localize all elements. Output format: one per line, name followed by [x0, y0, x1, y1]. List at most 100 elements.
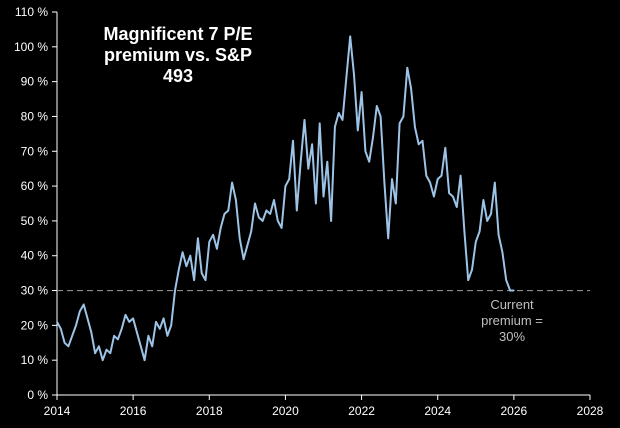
data-point — [101, 359, 104, 361]
data-point — [204, 279, 207, 281]
data-point — [98, 345, 100, 348]
data-point — [345, 77, 348, 79]
data-point — [318, 122, 321, 125]
data-point — [440, 174, 443, 177]
data-point — [170, 324, 173, 327]
y-tick-label: 0 % — [27, 388, 48, 402]
data-point — [250, 230, 252, 233]
data-point — [448, 192, 450, 194]
data-point — [326, 160, 329, 163]
data-point — [402, 115, 405, 118]
y-tick-label: 100 % — [14, 40, 48, 54]
data-point — [136, 331, 138, 334]
y-tick-label: 40 % — [21, 249, 49, 263]
data-point — [322, 195, 325, 198]
data-point — [277, 220, 279, 222]
data-point — [56, 321, 58, 323]
data-point — [452, 195, 454, 198]
y-tick-label: 90 % — [21, 75, 49, 89]
data-point — [178, 268, 180, 271]
data-point — [139, 345, 142, 348]
data-point — [292, 140, 294, 142]
data-point — [459, 174, 462, 177]
x-tick-label: 2014 — [44, 404, 71, 418]
x-tick-label: 2028 — [577, 404, 604, 418]
data-point — [181, 251, 184, 254]
data-point — [280, 227, 283, 229]
data-point — [227, 209, 230, 212]
data-point — [395, 202, 397, 205]
data-point — [79, 310, 81, 313]
data-point — [303, 119, 306, 121]
data-point — [117, 338, 119, 341]
data-point — [231, 181, 233, 184]
data-point — [158, 328, 161, 330]
data-point — [353, 73, 355, 76]
y-tick-label: 50 % — [21, 214, 49, 228]
data-point — [265, 209, 268, 212]
data-point — [235, 199, 237, 201]
data-point — [410, 87, 412, 90]
annotation-line-2: premium = — [481, 313, 543, 328]
data-point — [444, 146, 447, 149]
data-point — [166, 335, 169, 337]
data-point — [90, 331, 93, 334]
data-point — [105, 348, 108, 351]
data-point — [143, 359, 146, 361]
data-point — [356, 129, 359, 132]
data-point — [330, 220, 332, 222]
data-point — [494, 181, 496, 184]
data-point — [299, 160, 302, 163]
data-point — [478, 230, 481, 233]
data-point — [216, 247, 218, 250]
data-point — [151, 345, 153, 348]
data-point — [471, 268, 473, 271]
data-point — [60, 328, 62, 330]
y-tick-label: 30 % — [21, 284, 49, 298]
x-tick-label: 2026 — [501, 404, 528, 418]
data-point — [109, 352, 112, 355]
data-point — [467, 279, 469, 281]
y-tick-label: 10 % — [21, 353, 49, 367]
annotation-line-1: Current — [490, 297, 534, 312]
data-point — [174, 289, 176, 292]
y-tick-label: 70 % — [21, 144, 49, 158]
data-point — [86, 317, 89, 320]
x-tick-label: 2020 — [272, 404, 299, 418]
data-point — [315, 202, 317, 205]
data-point — [311, 143, 313, 146]
data-point — [383, 181, 386, 184]
data-point — [269, 213, 272, 215]
x-tick-label: 2024 — [424, 404, 451, 418]
data-point — [155, 321, 157, 323]
data-point — [257, 216, 260, 219]
data-point — [296, 209, 298, 212]
data-point — [368, 160, 370, 163]
data-point — [486, 220, 489, 222]
chart-title-line-3: 493 — [162, 66, 194, 86]
chart-title: Magnificent 7 P/E premium vs. S&P 493 — [78, 24, 278, 87]
data-point — [421, 140, 424, 142]
data-point — [193, 279, 195, 281]
data-point — [341, 119, 344, 121]
data-point — [261, 220, 264, 222]
data-point — [417, 143, 420, 146]
data-point — [398, 122, 401, 125]
data-point — [337, 112, 340, 114]
data-point — [505, 279, 508, 281]
data-point — [391, 178, 393, 180]
data-point — [132, 317, 134, 320]
data-point — [376, 105, 378, 107]
data-point — [75, 324, 77, 327]
data-point — [120, 328, 123, 330]
data-point — [238, 237, 241, 240]
data-point — [246, 244, 249, 247]
data-point — [254, 202, 256, 205]
x-tick-label: 2022 — [348, 404, 375, 418]
data-point — [433, 195, 435, 198]
data-point — [223, 213, 226, 215]
data-point — [128, 321, 131, 323]
data-point — [406, 66, 409, 69]
annotation-line-3: 30% — [498, 329, 526, 344]
